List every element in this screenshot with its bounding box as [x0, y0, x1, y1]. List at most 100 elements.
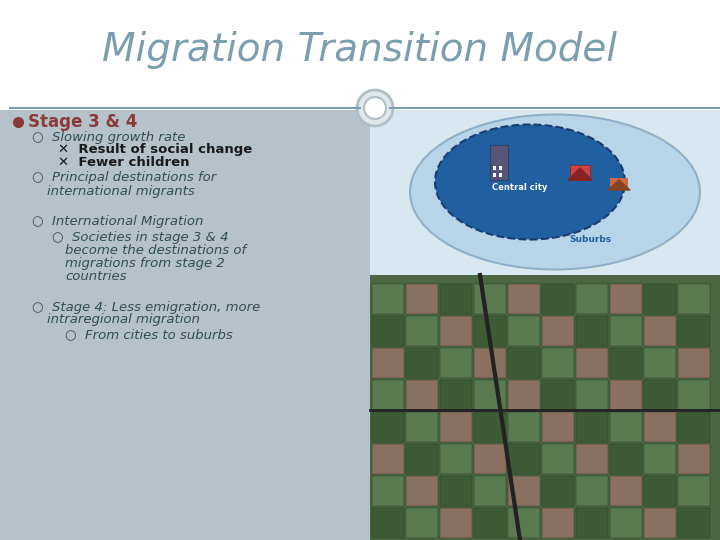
Bar [493, 173, 496, 177]
Bar [440, 316, 472, 346]
Bar [678, 508, 710, 538]
Bar [440, 508, 472, 538]
Text: ○  From cities to suburbs: ○ From cities to suburbs [65, 328, 233, 341]
Bar [372, 444, 404, 474]
Circle shape [357, 90, 393, 126]
Bar [474, 508, 506, 538]
Bar [542, 380, 574, 410]
Bar [542, 508, 574, 538]
Bar [576, 316, 608, 346]
Bar [440, 380, 472, 410]
Bar [542, 316, 574, 346]
Bar [406, 316, 438, 346]
Text: Suburbs: Suburbs [569, 235, 611, 245]
Circle shape [364, 97, 386, 119]
Text: migrations from stage 2: migrations from stage 2 [65, 256, 225, 269]
Bar [474, 316, 506, 346]
Text: ○  Stage 4: Less emigration, more: ○ Stage 4: Less emigration, more [32, 300, 260, 314]
Bar [678, 412, 710, 442]
Bar [406, 412, 438, 442]
Bar [440, 476, 472, 506]
Bar [644, 508, 676, 538]
Bar [610, 178, 628, 190]
Bar [610, 284, 642, 314]
Bar [678, 380, 710, 410]
Text: ○  Principal destinations for: ○ Principal destinations for [32, 172, 216, 185]
Bar [440, 444, 472, 474]
Text: become the destinations of: become the destinations of [65, 244, 246, 256]
Bar [372, 412, 404, 442]
Bar [0, 0, 720, 110]
Polygon shape [568, 168, 592, 180]
Bar [644, 380, 676, 410]
Bar [610, 316, 642, 346]
Bar [508, 476, 540, 506]
Bar [576, 444, 608, 474]
Bar [372, 316, 404, 346]
Bar [406, 380, 438, 410]
Bar [542, 476, 574, 506]
Text: ○  International Migration: ○ International Migration [32, 215, 203, 228]
Ellipse shape [435, 125, 625, 240]
Bar [576, 476, 608, 506]
Bar [474, 444, 506, 474]
Bar [508, 348, 540, 378]
Bar [576, 412, 608, 442]
Bar [644, 444, 676, 474]
Bar [372, 348, 404, 378]
Bar [493, 166, 496, 170]
Bar [508, 412, 540, 442]
Text: ○  Slowing growth rate: ○ Slowing growth rate [32, 131, 185, 144]
Bar [576, 284, 608, 314]
Bar [678, 284, 710, 314]
Bar [406, 508, 438, 538]
Bar [372, 380, 404, 410]
Text: ○  Societies in stage 3 & 4: ○ Societies in stage 3 & 4 [52, 231, 228, 244]
Bar [508, 284, 540, 314]
Bar [406, 476, 438, 506]
Bar [406, 348, 438, 378]
Text: intraregional migration: intraregional migration [47, 314, 200, 327]
Bar [576, 380, 608, 410]
Bar [644, 316, 676, 346]
Bar [644, 348, 676, 378]
Bar [474, 412, 506, 442]
Bar [610, 348, 642, 378]
Bar [370, 275, 720, 540]
Bar [440, 412, 472, 442]
FancyBboxPatch shape [0, 110, 370, 540]
Text: Stage 3 & 4: Stage 3 & 4 [28, 113, 138, 131]
Bar [610, 444, 642, 474]
Bar [576, 348, 608, 378]
Bar [490, 145, 508, 180]
Bar [542, 284, 574, 314]
Bar [644, 476, 676, 506]
Text: Central city: Central city [492, 184, 548, 192]
Bar [499, 166, 502, 170]
Polygon shape [608, 180, 630, 190]
Bar [610, 508, 642, 538]
Bar [440, 284, 472, 314]
Text: ✕  Fewer children: ✕ Fewer children [58, 157, 189, 170]
Bar [499, 173, 502, 177]
Bar [440, 348, 472, 378]
Bar [542, 412, 574, 442]
Bar [372, 508, 404, 538]
Bar [508, 380, 540, 410]
Bar [372, 284, 404, 314]
Bar [474, 348, 506, 378]
Bar [610, 476, 642, 506]
Bar [570, 165, 590, 180]
Bar [508, 444, 540, 474]
Bar [610, 412, 642, 442]
Bar [678, 444, 710, 474]
Text: countries: countries [65, 269, 127, 282]
Bar [678, 316, 710, 346]
Bar [610, 380, 642, 410]
Bar [678, 476, 710, 506]
Bar [508, 508, 540, 538]
Text: ✕  Result of social change: ✕ Result of social change [58, 144, 252, 157]
Ellipse shape [410, 114, 700, 269]
Bar [372, 476, 404, 506]
Bar [542, 348, 574, 378]
